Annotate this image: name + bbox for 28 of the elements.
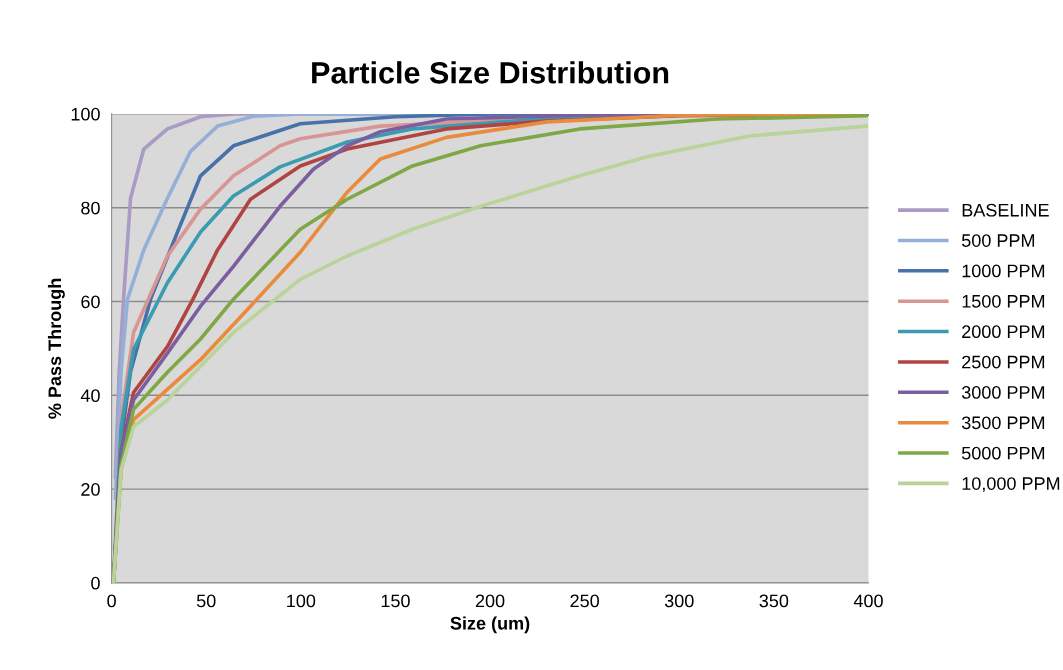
legend-label: 10,000 PPM — [962, 477, 1060, 493]
x-tick-label: 0 — [107, 594, 116, 608]
legend-label: 1000 PPM — [962, 264, 1045, 278]
legend-label: BASELINE — [962, 203, 1049, 217]
x-tick-label: 250 — [570, 594, 600, 608]
x-tick-label: 200 — [475, 594, 505, 608]
y-tick-label: 20 — [81, 483, 100, 496]
legend-label: 2500 PPM — [962, 355, 1045, 369]
legend-label: 5000 PPM — [961, 446, 1045, 460]
y-tick-label: 100 — [71, 107, 100, 121]
x-tick-label: 400 — [853, 594, 883, 608]
chart-title: Particle Size Distribution — [312, 61, 669, 84]
x-tick-label: 350 — [759, 594, 789, 608]
y-tick-label: 80 — [81, 201, 100, 215]
legend-label: 500 PPM — [961, 234, 1035, 247]
y-axis-title: % Pass Through — [47, 278, 65, 419]
x-tick-label: 100 — [287, 594, 316, 608]
y-tick-label: 60 — [81, 295, 100, 309]
legend-label: 3000 PPM — [961, 386, 1045, 399]
y-tick-label: 0 — [91, 576, 100, 590]
x-axis-title: Size (um) — [450, 616, 530, 634]
legend-label: 3500 PPM — [961, 416, 1045, 430]
x-tick-label: 150 — [381, 594, 410, 608]
legend-label: 2000 PPM — [962, 325, 1045, 339]
x-tick-label: 50 — [196, 594, 216, 608]
y-tick-label: 40 — [80, 389, 100, 403]
legend-label: 1500 PPM — [962, 294, 1045, 308]
x-tick-label: 300 — [664, 594, 694, 608]
